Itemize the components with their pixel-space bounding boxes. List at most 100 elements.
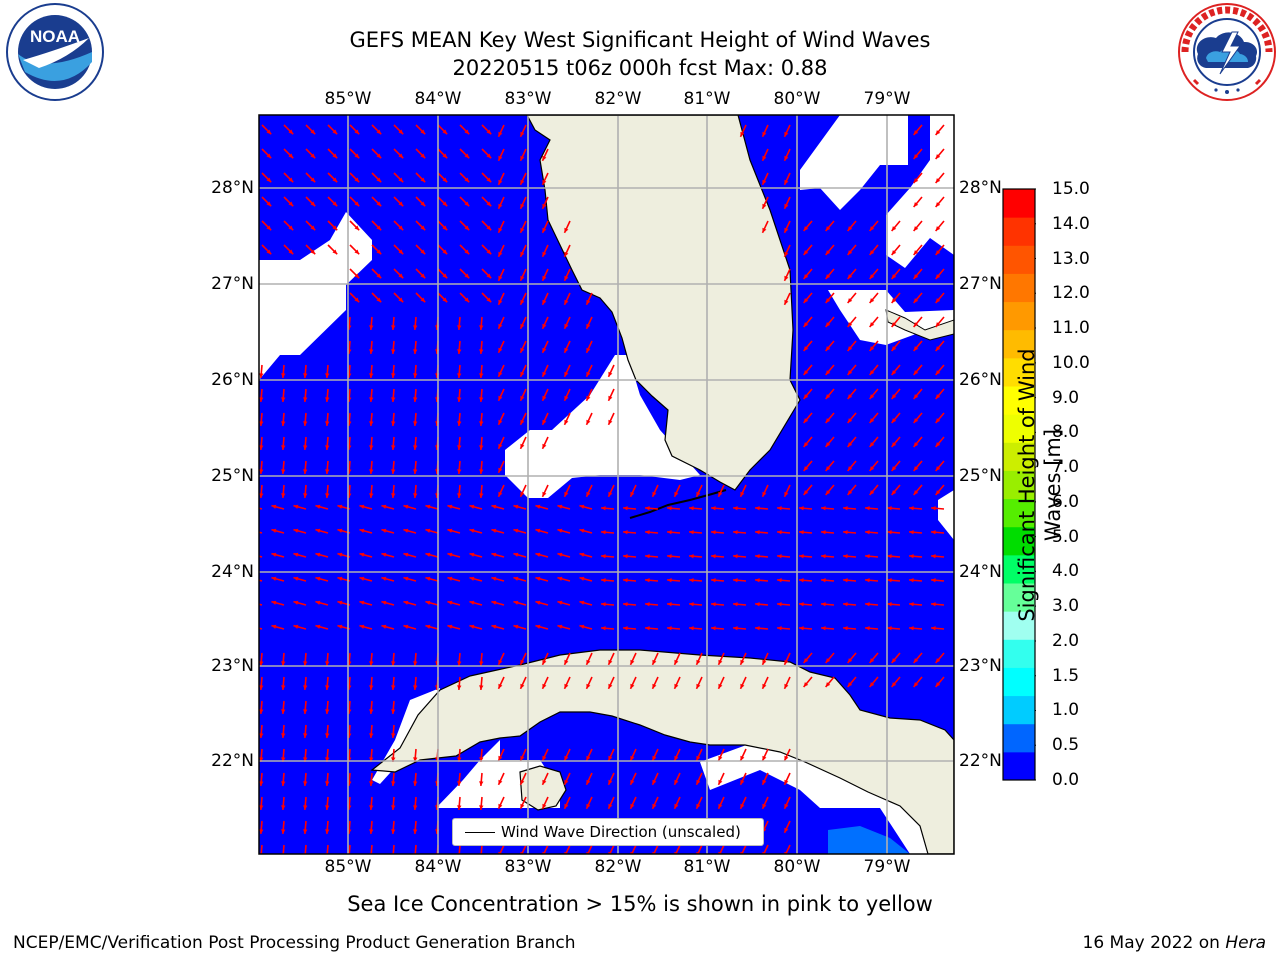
wind-wave-arrowhead bbox=[391, 829, 396, 834]
wind-wave-arrowhead bbox=[376, 273, 382, 279]
wind-wave-arrowhead bbox=[913, 370, 919, 375]
wind-wave-arrowhead bbox=[391, 805, 396, 810]
wind-wave-arrowhead bbox=[931, 626, 936, 631]
wind-wave-arrowhead bbox=[825, 226, 831, 231]
wind-wave-arrow bbox=[304, 844, 307, 854]
wind-wave-arrowhead bbox=[865, 626, 870, 631]
footer-date: 16 May 2022 on Hera bbox=[1083, 933, 1267, 953]
wind-wave-arrow bbox=[392, 844, 395, 854]
wind-wave-arrowhead bbox=[303, 805, 308, 810]
wind-wave-arrow bbox=[326, 844, 329, 854]
wind-wave-arrowhead bbox=[325, 685, 330, 690]
wind-wave-arrowhead bbox=[803, 250, 809, 255]
wind-wave-arrowhead bbox=[740, 491, 745, 497]
map-frame bbox=[258, 114, 955, 855]
wind-wave-arrowhead bbox=[479, 757, 484, 762]
wind-wave-arrowhead bbox=[359, 624, 365, 629]
wind-wave-arrowhead bbox=[564, 347, 569, 353]
wind-wave-arrowhead bbox=[369, 685, 374, 690]
wind-wave-arrowhead bbox=[645, 554, 650, 559]
wind-wave-arrowhead bbox=[303, 445, 308, 450]
noaa-logo: NOAA bbox=[6, 3, 104, 101]
wind-wave-arrowhead bbox=[762, 683, 767, 689]
wind-wave-arrowhead bbox=[376, 225, 382, 231]
wind-wave-arrowhead bbox=[491, 504, 497, 509]
colorbar-band bbox=[1003, 357, 1035, 387]
wind-wave-arrowhead bbox=[447, 600, 453, 605]
wind-wave-arrowhead bbox=[310, 201, 316, 207]
wind-wave-arrowhead bbox=[398, 249, 404, 255]
wind-wave-arrowhead bbox=[513, 504, 519, 509]
wind-wave-arrowhead bbox=[369, 325, 374, 330]
wind-wave-arrowhead bbox=[498, 131, 503, 137]
wind-wave-arrowhead bbox=[865, 602, 870, 607]
colorbar-tick-label: 3.0 bbox=[1052, 596, 1080, 617]
wind-wave-arrowhead bbox=[498, 227, 503, 233]
wind-wave-arrowhead bbox=[520, 155, 525, 161]
wind-wave-arrowhead bbox=[498, 203, 503, 209]
wind-wave-arrowhead bbox=[913, 202, 919, 207]
wind-wave-arrowhead bbox=[564, 395, 569, 401]
wind-wave-arrowhead bbox=[391, 373, 396, 378]
wind-wave-arrowhead bbox=[803, 274, 809, 279]
wind-wave-arrowhead bbox=[325, 733, 330, 738]
wind-wave-arrowhead bbox=[869, 418, 875, 423]
wind-wave-arrowhead bbox=[847, 466, 853, 471]
wind-wave-arrowhead bbox=[586, 779, 591, 785]
wind-wave-arrowhead bbox=[696, 779, 701, 785]
wind-wave-arrowhead bbox=[608, 803, 613, 809]
wind-wave-arrowhead bbox=[486, 153, 492, 159]
wind-wave-arrowhead bbox=[420, 201, 426, 207]
wind-wave-arrowhead bbox=[777, 578, 782, 583]
wind-wave-arrowhead bbox=[447, 528, 453, 533]
wind-wave-arrowhead bbox=[891, 274, 897, 279]
wind-wave-arrowhead bbox=[259, 421, 264, 426]
wind-wave-arrowhead bbox=[464, 201, 470, 207]
wind-wave-arrowhead bbox=[403, 528, 409, 533]
wind-wave-arrowhead bbox=[491, 576, 497, 581]
wind-wave-arrowhead bbox=[288, 201, 294, 207]
lon-tick-top: 81°W bbox=[683, 89, 731, 109]
wind-wave-arrowhead bbox=[325, 709, 330, 714]
wind-wave-arrowhead bbox=[425, 600, 431, 605]
wind-wave-arrowhead bbox=[542, 395, 547, 401]
wind-wave-arrowhead bbox=[479, 373, 484, 378]
wind-wave-arrowhead bbox=[711, 554, 716, 559]
wind-wave-arrowhead bbox=[479, 685, 484, 690]
wind-wave-arrowhead bbox=[564, 803, 569, 809]
wind-wave-arrowhead bbox=[711, 578, 716, 583]
wind-wave-arrowhead bbox=[821, 626, 826, 631]
wind-wave-arrowhead bbox=[491, 552, 497, 557]
wind-wave-arrowhead bbox=[887, 626, 892, 631]
wind-wave-arrowhead bbox=[935, 346, 941, 351]
wind-wave-arrowhead bbox=[542, 779, 547, 785]
wind-wave-arrowhead bbox=[913, 322, 919, 327]
wind-wave-arrowhead bbox=[535, 528, 541, 533]
wind-wave-arrow bbox=[414, 844, 417, 854]
wind-wave-arrowhead bbox=[413, 661, 418, 666]
wind-wave-arrowhead bbox=[498, 467, 503, 473]
wind-wave-arrowhead bbox=[249, 601, 254, 605]
wind-wave-arrowhead bbox=[825, 298, 831, 303]
wind-wave-arrowhead bbox=[784, 755, 789, 761]
wind-wave-arrowhead bbox=[803, 442, 809, 447]
wind-wave-arrowhead bbox=[667, 626, 672, 631]
wind-wave-arrowhead bbox=[413, 493, 418, 498]
wind-wave-arrowhead bbox=[259, 805, 264, 810]
wind-wave-arrowhead bbox=[332, 177, 338, 183]
wind-wave-arrowhead bbox=[369, 757, 374, 762]
wind-wave-arrowhead bbox=[799, 626, 804, 631]
wind-wave-arrowhead bbox=[825, 250, 831, 255]
wind-wave-arrowhead bbox=[913, 442, 919, 447]
wind-wave-arrowhead bbox=[869, 322, 875, 327]
wind-wave-arrowhead bbox=[762, 227, 767, 233]
wind-wave-arrowhead bbox=[608, 755, 613, 761]
wind-wave-arrowhead bbox=[784, 803, 789, 809]
wind-wave-arrowhead bbox=[755, 578, 760, 583]
wind-wave-arrowhead bbox=[337, 528, 343, 533]
wind-wave-arrowhead bbox=[281, 661, 286, 666]
wind-wave-arrowhead bbox=[784, 155, 789, 161]
wind-wave-arrowhead bbox=[564, 491, 569, 497]
wind-wave-arrowhead bbox=[557, 624, 563, 629]
